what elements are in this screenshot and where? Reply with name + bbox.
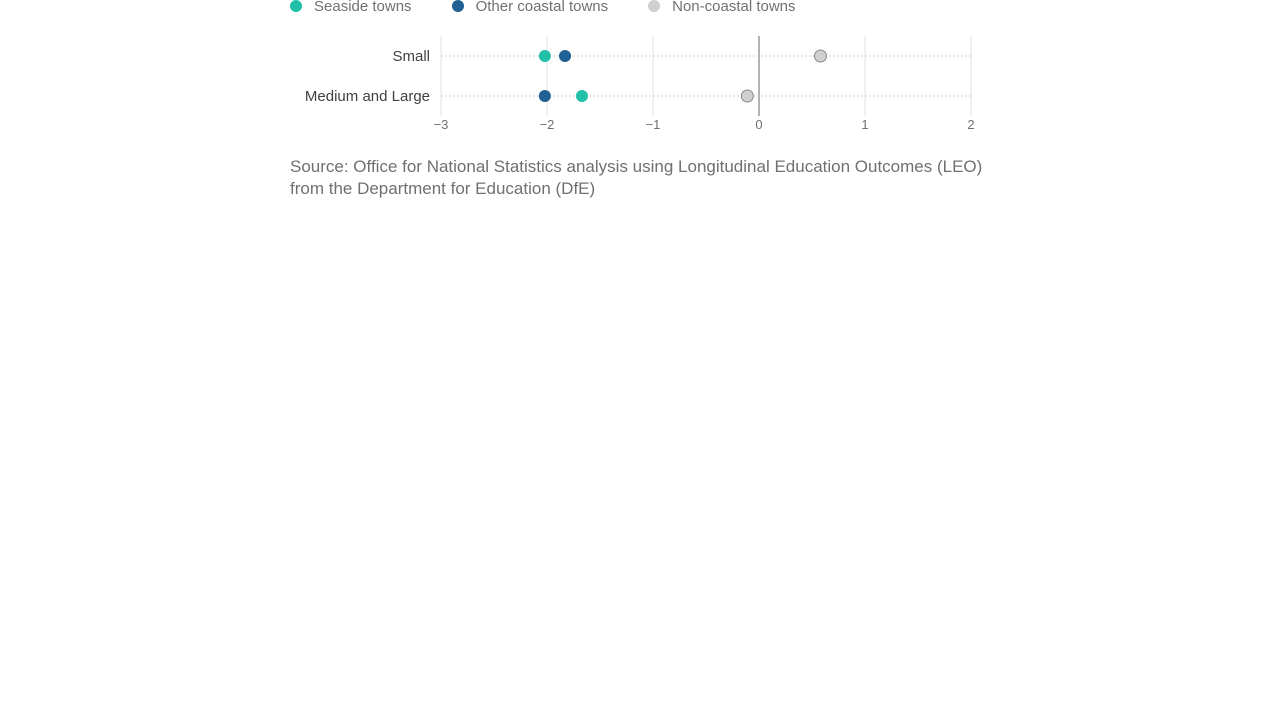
dot-plot-chart: −3 −2 −1 0 1 2 Small Medium and Large (305, 36, 975, 132)
data-point (538, 90, 551, 102)
legend-swatch-seaside (290, 0, 302, 12)
data-point (538, 50, 551, 62)
category-label: Medium and Large (305, 88, 430, 105)
legend-label-non-coastal: Non-coastal towns (672, 0, 796, 15)
x-tick-label: −3 (434, 117, 449, 132)
legend-item-seaside: Seaside towns (290, 0, 412, 15)
x-tick-label: 1 (861, 117, 868, 132)
source-note: Source: Office for National Statistics a… (290, 157, 983, 198)
legend-swatch-non-coastal (648, 0, 661, 12)
x-tick-label: 2 (967, 117, 974, 132)
data-point (813, 49, 827, 63)
category-label: Small (392, 48, 430, 65)
legend-label-other-coastal: Other coastal towns (475, 0, 609, 15)
data-point (575, 90, 588, 102)
legend-label-seaside: Seaside towns (314, 0, 412, 15)
legend-item-non-coastal: Non-coastal towns (648, 0, 796, 15)
x-tick-label: −1 (646, 117, 661, 132)
data-point (740, 89, 754, 103)
chart-legend: Seaside towns Other coastal towns Non-co… (290, 0, 990, 16)
chart-wrapper: Seaside towns Other coastal towns Non-co… (290, 0, 990, 16)
legend-item-other-coastal: Other coastal towns (451, 0, 609, 15)
x-tick-label: −2 (540, 117, 555, 132)
legend-swatch-other-coastal (451, 0, 464, 12)
data-point (559, 50, 572, 62)
x-tick-label: 0 (755, 117, 762, 132)
